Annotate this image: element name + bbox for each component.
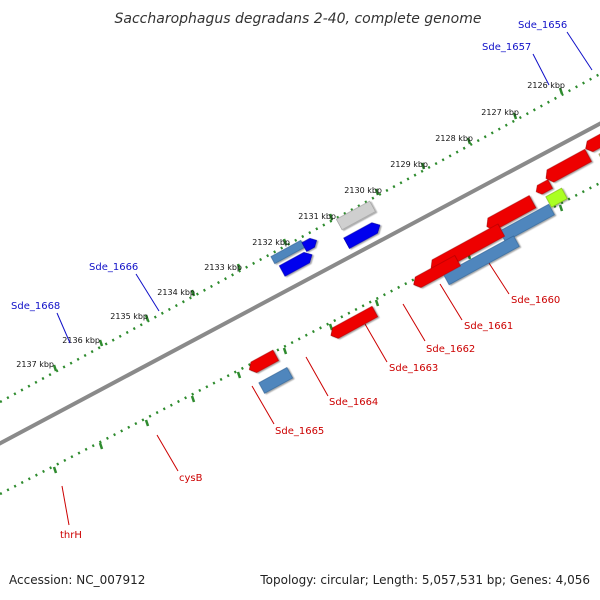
reverse-gene-labels: Sde_1660 Sde_1661 Sde_1662 Sde_1663 Sde_… (60, 295, 560, 541)
kbp-label: 2128 kbp (435, 134, 473, 143)
gene-label-sde-1662: Sde_1662 (426, 344, 475, 355)
forward-features (270, 200, 381, 277)
gene-feature (413, 255, 461, 288)
gene-feature (278, 252, 313, 277)
kbp-label: 2133 kbp (204, 263, 242, 272)
kbp-label: 2126 kbp (527, 81, 565, 90)
gene-feature (585, 132, 600, 152)
kbp-label: 2137 kbp (16, 360, 54, 369)
kbp-labels: 2126 kbp 2127 kbp 2128 kbp 2129 kbp 2130… (16, 81, 565, 369)
gene-feature (442, 235, 520, 286)
kbp-label: 2136 kbp (62, 336, 100, 345)
gene-feature (301, 238, 317, 252)
kbp-label: 2129 kbp (390, 160, 428, 169)
gene-label-sde-1661: Sde_1661 (464, 321, 513, 332)
gene-feature (545, 187, 568, 208)
kbp-label: 2127 kbp (481, 108, 519, 117)
inner-tick-ring (0, 181, 600, 496)
kbp-label: 2135 kbp (110, 312, 148, 321)
kbp-label: 2134 kbp (157, 288, 195, 297)
topology-summary: Topology: circular; Length: 5,057,531 bp… (260, 573, 590, 587)
reverse-features (249, 132, 600, 394)
gene-feature (545, 148, 592, 183)
kbp-label: 2130 kbp (344, 186, 382, 195)
gene-label-sde-1668: Sde_1668 (11, 301, 60, 312)
gene-feature (258, 367, 294, 394)
accession-label: Accession: NC_007912 (9, 573, 146, 587)
gene-label-sde-1664: Sde_1664 (329, 397, 378, 408)
kbp-label: 2131 kbp (298, 212, 336, 221)
gene-label-sde-1660: Sde_1660 (511, 295, 560, 306)
gene-feature (249, 349, 280, 373)
gene-label-thrh: thrH (60, 530, 82, 541)
genome-backbone (0, 121, 600, 446)
gene-label-sde-1657: Sde_1657 (482, 42, 531, 53)
leader-lines (56, 31, 593, 526)
gene-label-cysb: cysB (179, 473, 203, 484)
gene-feature (330, 305, 379, 339)
gene-label-sde-1666: Sde_1666 (89, 262, 138, 273)
kbp-label: 2132 kbp (252, 238, 290, 247)
gene-label-sde-1656: Sde_1656 (518, 20, 567, 31)
gene-feature (335, 200, 376, 231)
gene-label-sde-1663: Sde_1663 (389, 363, 438, 374)
outer-tick-ring (0, 72, 600, 404)
outer-major-ticks (52, 87, 564, 372)
forward-gene-labels: Sde_1656 Sde_1657 Sde_1666 Sde_1668 (11, 20, 567, 312)
gene-feature (343, 222, 381, 249)
gene-feature (535, 179, 554, 195)
gene-label-sde-1665: Sde_1665 (275, 426, 324, 437)
map-title: Saccharophagus degradans 2-40, complete … (115, 11, 482, 27)
